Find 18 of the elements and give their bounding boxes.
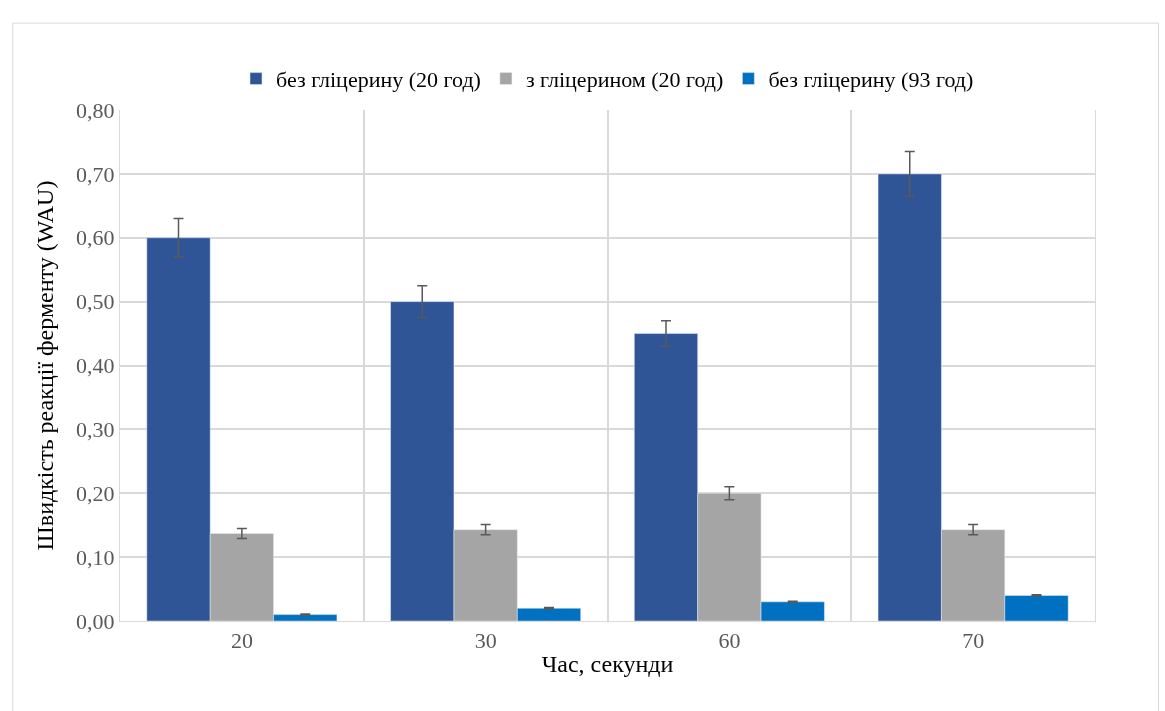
x-axis-title: Час, секунди bbox=[541, 650, 674, 677]
y-tick-label: 0,00 bbox=[76, 608, 115, 634]
x-tick-label: 20 bbox=[230, 628, 253, 654]
y-tick-label: 0,10 bbox=[76, 544, 115, 570]
y-tick-label: 0,70 bbox=[76, 161, 115, 187]
y-tick-label: 0,60 bbox=[76, 225, 115, 251]
x-tick-label: 70 bbox=[962, 628, 985, 654]
x-tick-label: 30 bbox=[474, 628, 497, 654]
y-tick-label: 0,30 bbox=[76, 417, 115, 443]
y-tick-label: 0,50 bbox=[76, 289, 115, 315]
y-tick-label: 0,80 bbox=[76, 97, 115, 123]
y-tick-label: 0,20 bbox=[76, 480, 115, 506]
y-axis-title: Швидкість реакції ферменту (WAU) bbox=[32, 180, 59, 551]
legend-label: без гліцерину (20 год) bbox=[276, 67, 481, 93]
legend-label: з гліцерином (20 год) bbox=[525, 67, 724, 93]
y-tick-label: 0,40 bbox=[76, 353, 115, 379]
x-tick-label: 60 bbox=[718, 628, 741, 654]
legend-label: без гліцерину (93 год) bbox=[768, 67, 974, 93]
